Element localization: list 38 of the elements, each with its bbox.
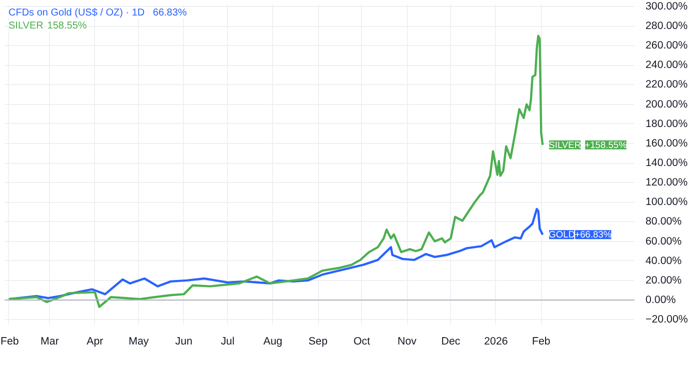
annotation: 66.83%: [152, 8, 187, 18]
y-tick-label: 200.00%: [646, 98, 688, 110]
y-tick-label: 20.00%: [646, 274, 682, 286]
annotation: +158.55%: [584, 140, 627, 150]
x-tick-label: Aug: [263, 336, 282, 348]
y-tick-label: 0.00%: [646, 294, 676, 306]
y-tick-label: 140.00%: [646, 157, 688, 170]
x-tick-label: May: [128, 336, 150, 348]
y-tick-label: 100.00%: [646, 196, 688, 208]
y-tick-label: 280.00%: [646, 20, 688, 32]
text: SILVER: [8, 20, 44, 32]
annotation: 158.55%: [47, 20, 87, 32]
line-series: [8, 208, 544, 300]
y-tick-label: 180.00%: [646, 118, 688, 130]
y-tick-label: 80.00%: [646, 216, 682, 228]
x-tick-label: Jul: [220, 336, 234, 348]
y-tick-label: 160.00%: [646, 137, 688, 150]
y-tick-label: 300.00%: [646, 0, 688, 12]
x-tick-label: Mar: [40, 336, 60, 348]
x-tick-label: 2026: [484, 336, 508, 348]
y-tick-label: 120.00%: [646, 176, 688, 189]
annotation: SILVER: [548, 140, 582, 150]
line-series: [8, 34, 544, 308]
y-tick-label: −20.00%: [646, 314, 688, 326]
x-tick-label: Nov: [398, 336, 418, 348]
x-tick-label: Oct: [354, 336, 370, 348]
y-tick-label: 220.00%: [646, 78, 688, 91]
y-tick-label: 260.00%: [646, 40, 688, 52]
x-tick-label: Dec: [441, 336, 461, 348]
x-tick-label: Sep: [308, 336, 328, 348]
y-tick-label: 60.00%: [646, 235, 682, 248]
x-tick-label: Jun: [175, 336, 193, 348]
text: CFDs on Gold (US$ / OZ) · 1D: [8, 8, 145, 18]
x-tick-label: Apr: [86, 336, 104, 348]
y-tick-label: 240.00%: [646, 59, 688, 72]
x-tick-label: Feb: [0, 336, 19, 348]
y-tick-label: 40.00%: [646, 254, 682, 267]
x-tick-label: Feb: [532, 336, 550, 348]
